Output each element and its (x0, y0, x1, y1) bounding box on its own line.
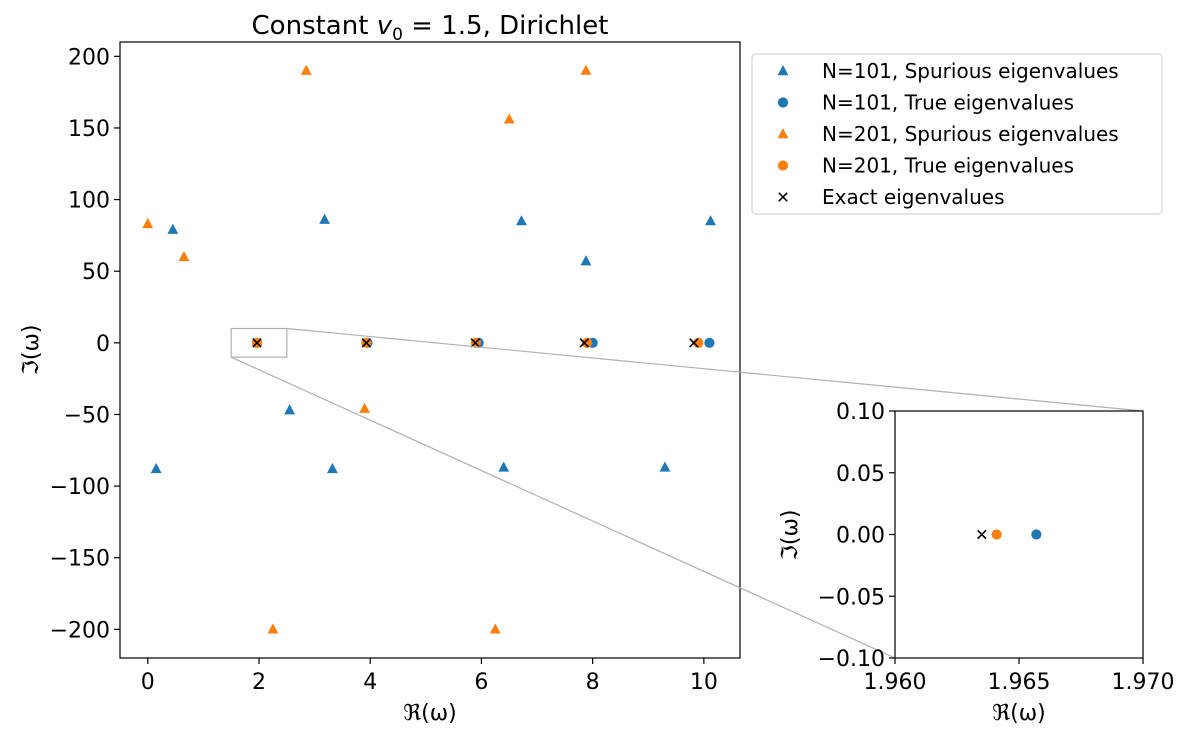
main-x-tick-label: 8 (586, 670, 600, 695)
main-x-tick-label: 10 (690, 670, 718, 695)
main-data-points (142, 64, 716, 634)
main-y-tick-label: 150 (68, 117, 110, 142)
legend-label: N=201, True eigenvalues (822, 154, 1074, 178)
main-ticks: 0 2 4 6 8 10 200 150 100 50 0 −50 −100 −150 −200 (50, 45, 718, 695)
inset-x-axis-label: ℜ(ω) (992, 701, 1046, 726)
legend-marker (777, 97, 789, 108)
main-y-tick-label: 0 (96, 332, 110, 357)
main-point-n-101-spurious-eigenvalues (284, 404, 295, 415)
legend-entry: Exact eigenvalues (778, 185, 1005, 209)
inset-plot-frame (894, 410, 1144, 659)
legend-marker (777, 65, 789, 76)
legend-label: N=201, Spurious eigenvalues (822, 122, 1119, 146)
inset-y-tick-label: 0.10 (836, 400, 885, 425)
inset-y-tick-label: 0.05 (836, 462, 885, 487)
main-axes: 0 2 4 6 8 10 200 150 100 50 0 −50 −100 −150 −200 (50, 41, 741, 695)
main-point-n-201-spurious-eigenvalues (178, 250, 190, 262)
main-point-n-101-spurious-eigenvalues (498, 461, 510, 472)
main-point-n-101-spurious-eigenvalues (319, 213, 331, 224)
main-point-exact-eigenvalues (470, 338, 481, 348)
main-point-exact-eigenvalues (689, 338, 699, 348)
main-y-tick-label: −150 (50, 547, 110, 572)
main-y-tick-label: −100 (50, 475, 110, 500)
zoom-region-box (230, 327, 288, 358)
inset-y-tick-label: −0.05 (818, 585, 885, 610)
legend-entry: N=201, True eigenvalues (777, 154, 1074, 178)
main-point-n-101-spurious-eigenvalues (167, 223, 179, 234)
inset-x-tick-label: 1.960 (864, 670, 927, 695)
main-y-tick-label: −50 (64, 403, 110, 428)
main-point-n-201-spurious-eigenvalues (142, 217, 154, 229)
main-point-n-201-true-eigenvalues (581, 337, 593, 348)
main-y-tick-label: −200 (50, 618, 110, 643)
main-x-tick-label: 2 (252, 670, 266, 695)
legend-marker (777, 160, 789, 171)
main-x-tick-label: 0 (141, 670, 155, 695)
legend-label: N=101, True eigenvalues (822, 91, 1074, 115)
main-point-n-101-spurious-eigenvalues (580, 255, 592, 266)
inset-y-tick-label: 0.00 (836, 524, 885, 549)
legend-entry: N=101, True eigenvalues (777, 91, 1074, 115)
zoom-connector-line (286, 327, 1144, 412)
main-chart-title: Constant v0 = 1.5, Dirichlet (252, 11, 609, 45)
main-point-n-201-spurious-eigenvalues (267, 623, 279, 634)
main-point-n-201-spurious-eigenvalues (300, 64, 312, 75)
main-point-n-101-spurious-eigenvalues (327, 462, 338, 474)
main-point-n-101-spurious-eigenvalues (659, 461, 671, 472)
zoom-connector-line (230, 356, 896, 659)
inset-point-exact-eigenvalues (977, 529, 987, 540)
zoom-connectors (230, 327, 1144, 659)
legend-label: N=101, Spurious eigenvalues (822, 59, 1119, 83)
main-point-n-201-spurious-eigenvalues (580, 64, 592, 75)
zoom-indicator (230, 327, 288, 358)
legend-label: Exact eigenvalues (822, 185, 1005, 209)
legend-entry: N=201, Spurious eigenvalues (777, 122, 1119, 146)
inset-axes: 1.960 1.965 1.970 0.10 0.05 0.00 −0.05 −0.10 (818, 400, 1175, 695)
main-plot-frame (119, 41, 741, 659)
main-x-tick-label: 4 (363, 670, 377, 695)
inset-data-points (977, 529, 1042, 540)
main-point-n-101-spurious-eigenvalues (705, 215, 716, 226)
main-x-axis-label: ℜ(ω) (403, 701, 457, 726)
inset-point-n-201-true-eigenvalues (991, 529, 1002, 540)
inset-y-axis-label: ℑ(ω) (778, 510, 803, 561)
main-y-tick-label: 100 (68, 189, 110, 214)
main-x-tick-label: 6 (474, 670, 488, 695)
legend-entry: N=101, Spurious eigenvalues (777, 59, 1119, 83)
main-point-exact-eigenvalues (361, 338, 372, 348)
inset-x-tick-label: 1.965 (988, 670, 1051, 695)
inset-y-tick-label: −0.10 (818, 647, 885, 672)
legend-marker (777, 128, 789, 139)
inset-ticks: 1.960 1.965 1.970 0.10 0.05 0.00 −0.05 −0.10 (818, 400, 1175, 695)
main-point-n-101-spurious-eigenvalues (516, 215, 527, 226)
inset-point-n-101-true-eigenvalues (1031, 529, 1042, 540)
legend: N=101, Spurious eigenvalues N=101, True e… (751, 53, 1163, 215)
main-y-axis-label: ℑ(ω) (19, 325, 44, 376)
main-point-exact-eigenvalues (579, 338, 590, 348)
main-point-n-101-true-eigenvalues (704, 337, 715, 348)
legend-box (751, 53, 1163, 215)
main-y-tick-label: 200 (68, 45, 110, 70)
main-point-n-201-spurious-eigenvalues (489, 623, 501, 634)
main-point-n-201-spurious-eigenvalues (503, 113, 515, 124)
main-point-exact-eigenvalues (252, 338, 262, 348)
inset-x-tick-label: 1.970 (1112, 670, 1175, 695)
main-point-n-201-spurious-eigenvalues (359, 402, 371, 413)
main-y-tick-label: 50 (82, 260, 110, 285)
main-point-n-101-spurious-eigenvalues (150, 462, 162, 474)
legend-marker (778, 192, 788, 202)
